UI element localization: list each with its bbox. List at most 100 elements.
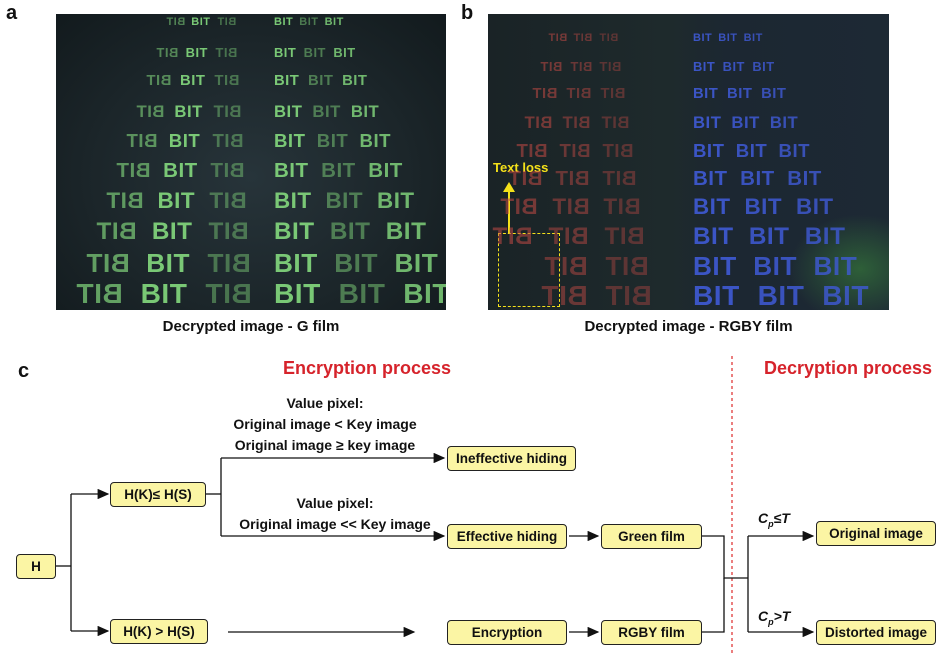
panel-a-label: a bbox=[6, 2, 18, 24]
bit-text: BIT bbox=[813, 251, 858, 281]
bit-text: BIT bbox=[804, 222, 846, 250]
bit-text: BIT bbox=[174, 101, 203, 121]
bit-text: BIT bbox=[350, 101, 380, 121]
node-green-film: Green film bbox=[601, 524, 702, 549]
bit-text: BIT bbox=[385, 217, 427, 245]
bit-text: BIT bbox=[693, 167, 728, 190]
bit-text: BIT bbox=[731, 113, 760, 132]
bit-text: BIT bbox=[163, 159, 198, 182]
bit-text: BIT bbox=[722, 59, 745, 74]
node-hk-le-hs: H(K)≤ H(S) bbox=[110, 482, 206, 507]
decryption-heading: Decryption process bbox=[764, 358, 933, 378]
bit-text: BIT bbox=[308, 73, 334, 90]
bit-text: BIT bbox=[744, 194, 783, 219]
condition-cp-le-t: Cp≤T bbox=[758, 510, 790, 529]
bit-text: BIT bbox=[394, 247, 439, 278]
bit-text: BIT bbox=[368, 159, 403, 182]
bit-text: BIT bbox=[761, 86, 787, 102]
bit-text: BIT bbox=[321, 159, 356, 182]
bit-text: BIT bbox=[778, 140, 810, 161]
bit-text: BIT bbox=[157, 187, 196, 213]
bit-text: BIT bbox=[316, 130, 349, 152]
bit-text: BIT bbox=[274, 130, 306, 152]
bit-text: BIT bbox=[299, 16, 319, 28]
bit-text: BIT bbox=[787, 167, 822, 190]
bit-text: BIT bbox=[769, 113, 799, 132]
bit-text: BIT bbox=[693, 194, 731, 219]
bit-text: BIT bbox=[274, 247, 318, 278]
node-ineffective-hiding: Ineffective hiding bbox=[447, 446, 576, 471]
panel-b-caption: Decrypted image - RGBY film bbox=[584, 318, 793, 335]
note-mid-line1: Original image << Key image bbox=[239, 516, 431, 532]
note-top-line1: Original image < Key image bbox=[233, 416, 417, 432]
bit-text: BIT bbox=[693, 86, 719, 102]
bit-text: BIT bbox=[693, 59, 716, 74]
node-h: H bbox=[16, 554, 56, 579]
note-top: Value pixel: Original image < Key image … bbox=[210, 393, 440, 456]
bit-text: BIT bbox=[185, 44, 208, 60]
bit-text: BIT bbox=[377, 187, 415, 213]
bit-text: BIT bbox=[693, 113, 722, 132]
bit-text: BIT bbox=[151, 217, 193, 245]
bit-text: BIT bbox=[334, 247, 378, 278]
bit-text: BIT bbox=[274, 187, 312, 213]
bit-text: BIT bbox=[735, 140, 768, 161]
bit-text: BIT bbox=[274, 277, 321, 309]
bit-text: BIT bbox=[274, 16, 294, 28]
bit-text: BIT bbox=[180, 73, 206, 90]
bit-text: BIT bbox=[146, 247, 190, 278]
bit-text: BIT bbox=[274, 159, 309, 182]
bit-text: BIT bbox=[752, 59, 775, 74]
condition-cp-gt-t: Cp>T bbox=[758, 608, 791, 627]
bit-text: BIT bbox=[693, 251, 737, 281]
bit-text: BIT bbox=[191, 16, 211, 28]
green-glow bbox=[788, 214, 889, 310]
node-distorted-image: Distorted image bbox=[816, 620, 936, 645]
node-hk-gt-hs: H(K) > H(S) bbox=[110, 619, 208, 644]
panel-c-label: c bbox=[18, 360, 30, 382]
bit-text: BIT bbox=[748, 222, 790, 250]
rgby-to-merge bbox=[702, 578, 725, 633]
bit-text: BIT bbox=[325, 187, 364, 213]
node-effective-hiding: Effective hiding bbox=[447, 524, 567, 549]
node-encryption: Encryption bbox=[447, 620, 567, 645]
bit-text: BIT bbox=[740, 167, 775, 190]
bit-text: BIT bbox=[168, 130, 201, 152]
note-top-title: Value pixel: bbox=[286, 395, 364, 411]
rgby-film-photo: Text loss BIT BIT BIT BIT BIT BIT BIT BIT BIT BIT… bbox=[488, 14, 889, 310]
panel-a-caption: Decrypted image - G film bbox=[162, 318, 340, 335]
bit-text: BIT bbox=[140, 277, 188, 309]
bit-text: BIT bbox=[727, 86, 753, 102]
bit-text: BIT bbox=[303, 44, 326, 60]
bit-text: BIT bbox=[312, 101, 341, 121]
green-to-merge bbox=[702, 535, 748, 579]
text-loss-arrow-head bbox=[503, 182, 515, 192]
bit-text: BIT bbox=[693, 279, 740, 311]
bit-text: BIT bbox=[338, 277, 386, 309]
bit-text: BIT bbox=[753, 251, 797, 281]
bit-text: BIT bbox=[324, 16, 344, 28]
g-film-photo: BIT BIT BIT BIT BIT BIT BIT BIT BIT BIT BIT BIT BIT B… bbox=[56, 14, 446, 310]
bit-text: BIT bbox=[329, 217, 371, 245]
text-loss-box bbox=[498, 233, 560, 307]
bit-text: BIT bbox=[693, 32, 713, 44]
bit-text: BIT bbox=[693, 140, 725, 161]
panel-b-label: b bbox=[461, 2, 474, 24]
bit-text: BIT bbox=[743, 32, 763, 44]
text-loss-label: Text loss bbox=[493, 160, 549, 175]
bit-text: BIT bbox=[403, 277, 446, 309]
bit-text: BIT bbox=[342, 73, 368, 90]
note-top-line2: Original image ≥ key image bbox=[234, 437, 416, 453]
bit-text: BIT bbox=[274, 73, 300, 90]
bit-text: BIT bbox=[757, 279, 805, 311]
text-loss-arrow bbox=[508, 189, 510, 233]
note-mid-title: Value pixel: bbox=[296, 495, 374, 511]
bit-text: BIT bbox=[693, 222, 734, 250]
encryption-heading: Encryption process bbox=[283, 358, 452, 378]
bit-text: BIT bbox=[333, 44, 356, 60]
bit-text: BIT bbox=[274, 101, 303, 121]
bit-text: BIT bbox=[274, 44, 297, 60]
bit-text: BIT bbox=[822, 279, 870, 311]
bit-text: BIT bbox=[718, 32, 738, 44]
bit-text: BIT bbox=[359, 130, 391, 152]
